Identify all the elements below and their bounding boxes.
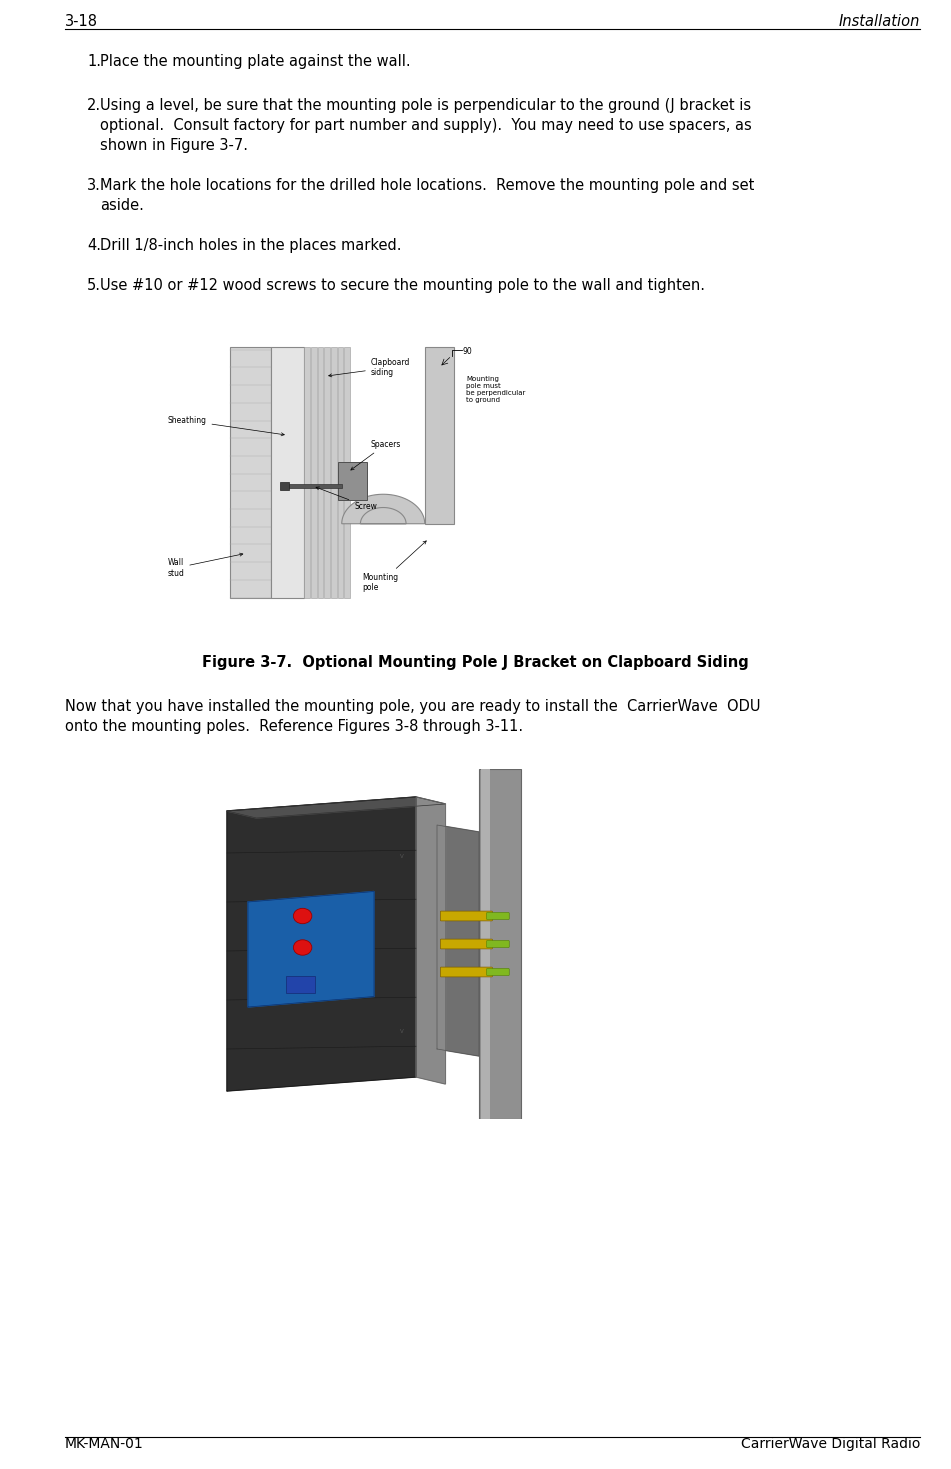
Text: Clapboard
siding: Clapboard siding	[329, 357, 410, 378]
Text: 2.: 2.	[87, 98, 101, 113]
Bar	[479, 768, 521, 1119]
Bar	[304, 347, 310, 598]
Bar	[338, 483, 359, 491]
FancyBboxPatch shape	[487, 912, 509, 920]
Bar	[280, 482, 289, 489]
Bar	[425, 347, 454, 524]
Bar	[344, 347, 350, 598]
Polygon shape	[227, 798, 445, 818]
Text: Now that you have installed the mounting pole, you are ready to install the  Car: Now that you have installed the mounting…	[65, 699, 761, 714]
Text: 3-18: 3-18	[65, 15, 98, 29]
Bar	[481, 768, 490, 1119]
Text: 4.: 4.	[87, 238, 101, 253]
Text: V: V	[399, 853, 403, 859]
FancyBboxPatch shape	[487, 968, 509, 975]
Text: CarrierWave Digital Radio: CarrierWave Digital Radio	[741, 1437, 920, 1451]
Text: 3.: 3.	[87, 178, 101, 192]
Text: Place the mounting plate against the wall.: Place the mounting plate against the wal…	[100, 54, 411, 69]
Text: MK-MAN-01: MK-MAN-01	[65, 1437, 144, 1451]
Bar	[338, 469, 359, 476]
Bar	[288, 483, 341, 488]
Text: onto the mounting poles.  Reference Figures 3-8 through 3-11.: onto the mounting poles. Reference Figur…	[65, 718, 523, 734]
Circle shape	[293, 908, 312, 924]
Polygon shape	[437, 826, 479, 1056]
Text: 90: 90	[462, 347, 472, 355]
Text: V: V	[399, 1028, 403, 1034]
Polygon shape	[416, 798, 445, 1084]
Text: Figure 3-7.  Optional Mounting Pole J Bracket on Clapboard Siding: Figure 3-7. Optional Mounting Pole J Bra…	[203, 655, 748, 670]
Bar	[311, 347, 317, 598]
Text: optional.  Consult factory for part number and supply).  You may need to use spa: optional. Consult factory for part numbe…	[100, 118, 751, 134]
Text: shown in Figure 3-7.: shown in Figure 3-7.	[100, 138, 248, 153]
Text: Mounting
pole must
be perpendicular
to ground: Mounting pole must be perpendicular to g…	[466, 376, 526, 404]
Bar	[324, 347, 330, 598]
Bar	[338, 347, 343, 598]
Bar	[338, 461, 367, 499]
Polygon shape	[248, 892, 374, 1008]
Text: Sheathing: Sheathing	[167, 416, 284, 436]
Text: Spacers: Spacers	[351, 439, 401, 470]
Circle shape	[293, 940, 312, 955]
Text: Installation: Installation	[839, 15, 920, 29]
Bar	[271, 347, 304, 598]
Polygon shape	[227, 798, 416, 1091]
Text: 5.: 5.	[87, 278, 101, 292]
Text: Mounting
pole: Mounting pole	[362, 541, 426, 592]
Bar	[286, 975, 315, 993]
Bar	[230, 347, 271, 598]
Polygon shape	[341, 494, 425, 524]
Text: Wall
stud: Wall stud	[167, 554, 243, 577]
Text: Use #10 or #12 wood screws to secure the mounting pole to the wall and tighten.: Use #10 or #12 wood screws to secure the…	[100, 278, 705, 292]
FancyBboxPatch shape	[487, 940, 509, 948]
Bar	[331, 347, 337, 598]
Text: aside.: aside.	[100, 198, 144, 213]
Text: Screw: Screw	[316, 486, 378, 511]
Text: 1.: 1.	[87, 54, 101, 69]
Bar	[318, 347, 323, 598]
Text: Mark the hole locations for the drilled hole locations.  Remove the mounting pol: Mark the hole locations for the drilled …	[100, 178, 754, 192]
Text: Using a level, be sure that the mounting pole is perpendicular to the ground (J : Using a level, be sure that the mounting…	[100, 98, 751, 113]
FancyBboxPatch shape	[440, 967, 493, 977]
FancyBboxPatch shape	[440, 939, 493, 949]
FancyBboxPatch shape	[440, 911, 493, 921]
Text: Drill 1/8-inch holes in the places marked.: Drill 1/8-inch holes in the places marke…	[100, 238, 401, 253]
